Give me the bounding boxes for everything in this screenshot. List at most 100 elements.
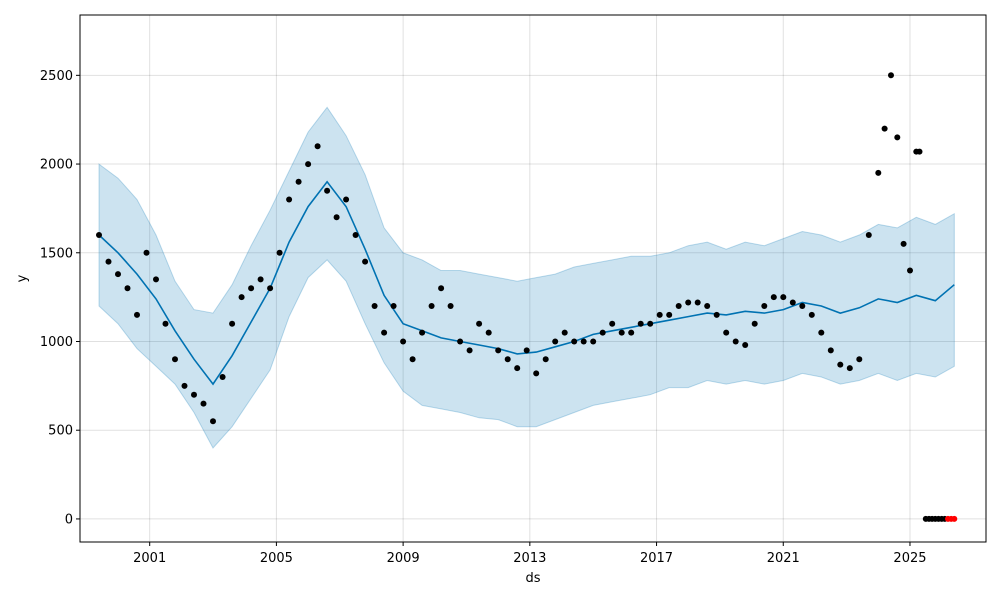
y-tick-label: 1000 xyxy=(40,335,73,350)
observed-point xyxy=(229,320,236,327)
observed-point xyxy=(888,72,894,79)
observed-point xyxy=(533,370,540,377)
observed-point xyxy=(865,232,872,238)
observed-point xyxy=(286,196,293,203)
y-tick-label: 2000 xyxy=(40,158,73,173)
observed-point xyxy=(428,303,435,309)
x-axis-label: ds xyxy=(525,571,540,586)
observed-point xyxy=(561,329,568,336)
observed-point xyxy=(780,294,787,301)
observed-point xyxy=(238,294,245,301)
observed-point xyxy=(172,356,178,363)
observed-point xyxy=(105,258,112,265)
observed-point xyxy=(770,294,777,301)
observed-point xyxy=(837,361,844,368)
observed-point xyxy=(210,418,216,425)
plot-frame xyxy=(79,14,987,543)
x-tick-label: 2009 xyxy=(387,551,420,566)
x-tick-label: 2025 xyxy=(893,551,926,566)
observed-point xyxy=(647,320,654,327)
chart-marks xyxy=(96,72,958,522)
observed-point xyxy=(143,249,150,256)
y-tick-label: 0 xyxy=(65,512,73,527)
observed-point xyxy=(352,232,359,238)
observed-point xyxy=(162,320,169,327)
observed-point xyxy=(124,285,131,292)
observed-point xyxy=(115,271,121,278)
observed-point xyxy=(523,347,530,354)
observed-point xyxy=(295,178,302,185)
y-tick-label: 1500 xyxy=(40,246,73,261)
observed-point xyxy=(400,338,407,345)
observed-point xyxy=(590,338,597,345)
observed-point xyxy=(191,391,197,398)
observed-point xyxy=(267,285,274,292)
observed-point xyxy=(390,303,397,309)
observed-point xyxy=(248,285,255,292)
observed-point xyxy=(618,329,625,336)
gridlines xyxy=(80,15,986,542)
observed-point xyxy=(362,258,369,265)
x-tick-label: 2017 xyxy=(640,551,673,566)
observed-point xyxy=(751,320,758,327)
observed-point xyxy=(580,338,587,345)
observed-point xyxy=(305,161,312,168)
observed-point xyxy=(742,342,749,348)
observed-point xyxy=(438,285,445,292)
observed-point xyxy=(761,303,768,309)
observed-point xyxy=(504,356,511,363)
observed-point xyxy=(609,320,616,327)
y-tick-label: 500 xyxy=(48,424,73,439)
observed-point xyxy=(656,311,663,318)
y-axis-label: y xyxy=(15,274,30,282)
outlier-point xyxy=(951,515,958,522)
observed-point xyxy=(314,143,321,150)
observed-point xyxy=(666,311,673,318)
observed-point xyxy=(276,249,283,256)
observed-point xyxy=(628,329,635,336)
observed-point xyxy=(514,365,521,372)
observed-point xyxy=(916,148,923,155)
x-tick-label: 2013 xyxy=(513,551,546,566)
observed-point xyxy=(732,338,739,345)
observed-point xyxy=(552,338,559,345)
observed-point xyxy=(466,347,473,354)
observed-point xyxy=(685,299,692,306)
observed-point xyxy=(419,329,426,336)
observed-point xyxy=(808,311,815,318)
observed-point xyxy=(900,240,907,247)
observed-point xyxy=(333,214,340,221)
axis-ticks: 2001 2005 2009 2013 2017 2021 2025 0 500 1000 1500… xyxy=(40,69,927,566)
observed-point xyxy=(181,382,188,389)
observed-point xyxy=(827,347,834,354)
observed-point xyxy=(495,347,502,354)
observed-point xyxy=(485,329,492,336)
observed-point xyxy=(457,338,464,345)
observed-point xyxy=(881,125,888,132)
observed-point xyxy=(219,374,226,380)
observed-point xyxy=(875,169,882,176)
observed-point xyxy=(894,134,901,141)
observed-point xyxy=(799,303,806,309)
observed-point xyxy=(675,303,682,309)
observed-point xyxy=(200,400,207,407)
observed-point xyxy=(447,303,454,309)
observed-point xyxy=(409,356,416,363)
observed-point xyxy=(571,338,578,345)
observed-point xyxy=(324,187,331,194)
observed-point xyxy=(723,329,730,336)
observed-point xyxy=(96,232,102,238)
observed-point xyxy=(694,299,701,306)
x-tick-label: 2005 xyxy=(260,551,293,566)
x-tick-label: 2001 xyxy=(133,551,166,566)
y-tick-label: 2500 xyxy=(40,69,73,84)
observed-point xyxy=(818,329,825,336)
observed-point xyxy=(153,276,159,283)
observed-point xyxy=(476,320,483,327)
observed-point xyxy=(846,365,853,372)
observed-point xyxy=(542,356,549,363)
observed-point xyxy=(134,311,140,318)
observed-point xyxy=(257,276,264,283)
